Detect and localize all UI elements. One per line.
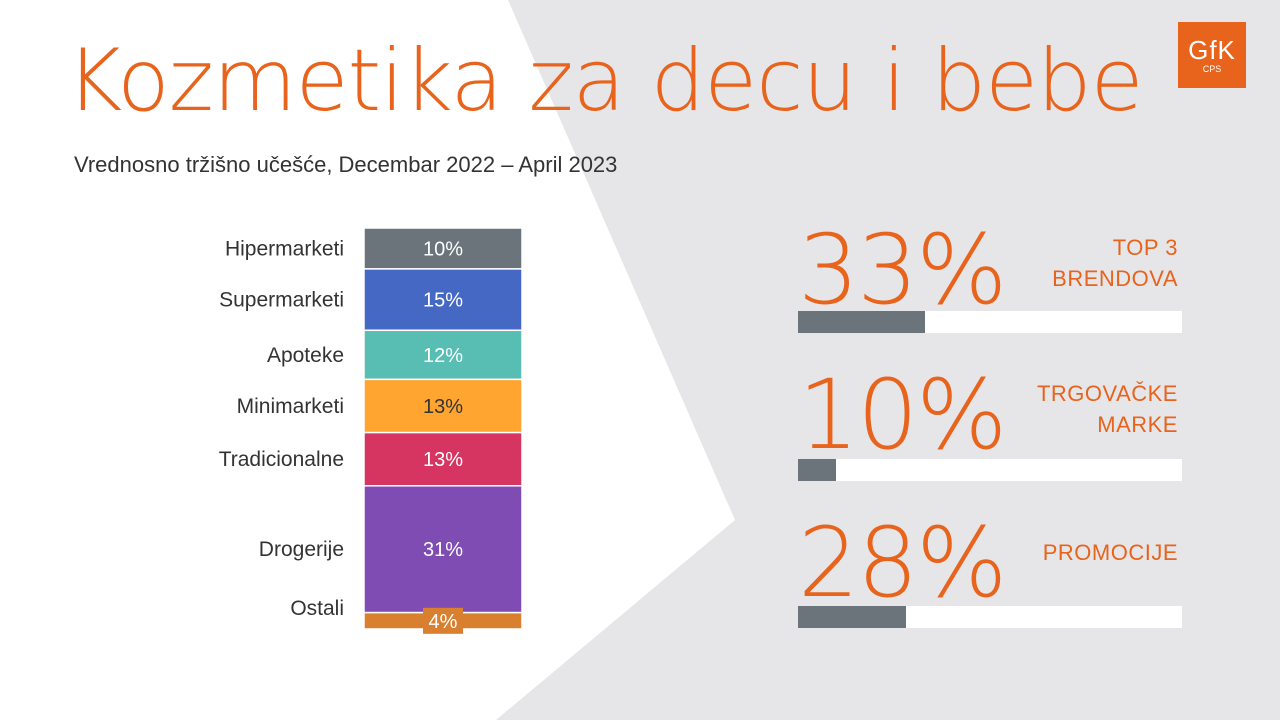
bar-segment-hipermarketi (363, 227, 523, 270)
kpi-promotions-value: 28% (798, 507, 1007, 619)
category-label-ostali: Ostali (290, 597, 344, 620)
kpi-top3-label-line1: TOP 3 (1112, 235, 1178, 260)
kpi-private-label-label-line2: MARKE (1097, 412, 1178, 437)
category-label-supermarketi: Supermarketi (219, 289, 344, 312)
category-label-hipermarketi: Hipermarketi (225, 237, 344, 260)
page-title: Kozmetika za decu i bebe (66, 31, 1144, 131)
kpi-private-label-value: 10% (798, 359, 1007, 471)
kpi-promotions-label-line1: PROMOCIJE (1042, 540, 1178, 565)
bar-segment-apoteke (363, 329, 523, 381)
gfk-logo: GfK CPS (1178, 22, 1246, 88)
bar-segment-tradicionalne (363, 431, 523, 487)
value-label-apoteke: 12% (423, 345, 463, 367)
kpi-promotions-bar-track (798, 606, 1182, 628)
value-label-minimarketi: 13% (423, 396, 463, 418)
bar-segment-drogerije (363, 485, 523, 614)
value-label-ostali: 4% (429, 611, 458, 633)
kpi-promotions-bar-fill (798, 606, 906, 628)
value-label-supermarketi: 15% (423, 290, 463, 312)
kpi-private-label-bar-fill (798, 459, 837, 481)
bar-segment-supermarketi (363, 268, 523, 332)
logo-mark: GfK (1188, 35, 1236, 65)
category-label-minimarketi: Minimarketi (237, 395, 344, 418)
kpi-top3-label: TOP 3 BRENDOVA (978, 232, 1178, 294)
kpi-top3-value: 33% (798, 214, 1007, 326)
value-label-tradicionalne: 13% (423, 449, 463, 471)
page-subtitle: Vrednosno tržišno učešće, Decembar 2022 … (74, 152, 618, 177)
category-label-drogerije: Drogerije (259, 538, 344, 561)
value-label-hipermarketi: 10% (423, 238, 463, 260)
kpi-top3-label-line2: BRENDOVA (1052, 266, 1178, 291)
kpi-private-label-label: TRGOVAČKE MARKE (978, 378, 1178, 440)
kpi-private-label-bar-track (798, 459, 1182, 481)
kpi-top3-bar-fill (798, 311, 925, 333)
kpi-promotions-label: PROMOCIJE (978, 537, 1178, 568)
kpi-top3-bar-track (798, 311, 1182, 333)
value-label-drogerije: 31% (423, 539, 463, 561)
value-label-bg-ostali (423, 607, 463, 634)
kpi-private-label-label-line1: TRGOVAČKE (1036, 381, 1178, 406)
background-panel (496, 0, 1280, 720)
category-label-apoteke: Apoteke (267, 344, 344, 367)
logo-sub: CPS (1202, 64, 1222, 74)
category-label-tradicionalne: Tradicionalne (219, 448, 344, 471)
